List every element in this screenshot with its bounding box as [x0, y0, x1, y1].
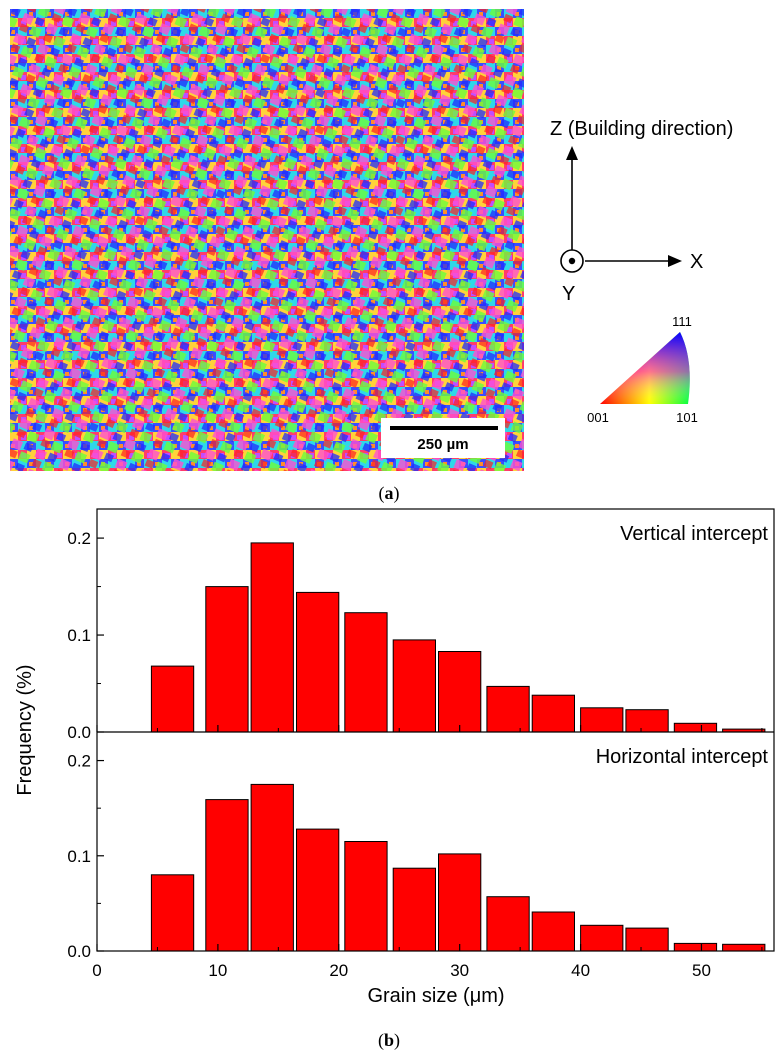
panel-b-letter: b	[384, 1030, 394, 1050]
grain-size-histograms: 0.0 0.1 0.2 0.0 0.1 0.2 0 10 20 30 40 50 Vertical i…	[14, 508, 775, 1007]
top-bar-4	[344, 612, 388, 733]
ticks-layer: 0.0 0.1 0.2 0.0 0.1 0.2 0 10 20 30 40 50	[67, 529, 763, 980]
bottom-bar-6	[438, 853, 482, 952]
top-ytick-label-2: 0.2	[67, 529, 91, 548]
z-axis-label: Z (Building direction)	[550, 118, 733, 140]
top-bar-7	[486, 685, 530, 733]
bottom-bar-9	[580, 924, 624, 952]
bottom-bar-3	[296, 828, 340, 952]
bottom-ytick-label-0: 0.0	[67, 942, 91, 961]
bottom-bar-5	[392, 867, 437, 952]
top-panel-title: Vertical intercept	[620, 523, 768, 545]
y-axis-dot-icon	[568, 257, 576, 265]
top-bar-10	[625, 709, 669, 733]
top-bar-3	[296, 591, 340, 733]
y-axis-label: Y	[562, 283, 575, 305]
x-axis-label: X	[690, 251, 703, 273]
top-ytick-label-1: 0.1	[67, 626, 91, 645]
top-bar-9	[580, 707, 624, 733]
xtick-label-2: 20	[329, 961, 348, 980]
ipf-label-101: 101	[676, 410, 698, 425]
bottom-bar-1	[205, 799, 249, 952]
top-bar-0	[150, 665, 195, 733]
xtick-label-4: 40	[571, 961, 590, 980]
top-bar-1	[205, 586, 249, 733]
grain-map-overlay	[10, 9, 524, 471]
ipf-triangle-overlay	[600, 332, 690, 404]
panel-b-caption: (b)	[378, 1030, 400, 1051]
bottom-bar-10	[625, 927, 669, 952]
bottom-bar-11	[673, 942, 718, 952]
bottom-ytick-label-2: 0.2	[67, 752, 91, 771]
top-ytick-label-0: 0.0	[67, 723, 91, 742]
ipf-label-001: 001	[587, 410, 609, 425]
xtick-label-0: 0	[92, 961, 101, 980]
bottom-bar-7	[486, 896, 530, 952]
x-axis-title: Grain size (μm)	[367, 985, 504, 1007]
bottom-bar-2	[250, 783, 294, 952]
scale-bar-label: 250 µm	[417, 436, 468, 453]
x-axis-arrow-icon	[668, 255, 682, 267]
scale-bar-line	[390, 426, 498, 430]
top-bar-11	[673, 722, 718, 733]
xtick-label-5: 50	[692, 961, 711, 980]
ipf-color-key: 001 101 111	[587, 314, 698, 425]
top-bar-8	[531, 694, 576, 733]
bottom-bar-8	[531, 911, 576, 952]
bottom-panel-title: Horizontal intercept	[596, 746, 769, 768]
bottom-bar-4	[344, 841, 388, 952]
top-bar-5	[392, 639, 437, 733]
xtick-label-1: 10	[208, 961, 227, 980]
bottom-bar-12	[722, 943, 766, 952]
bars-layer	[150, 542, 766, 952]
bottom-ytick-label-1: 0.1	[67, 847, 91, 866]
ipf-label-111: 111	[672, 314, 692, 329]
bottom-bar-0	[150, 874, 195, 952]
z-axis-arrow-icon	[566, 146, 578, 160]
panel-a-caption: (a)	[379, 483, 400, 504]
coordinate-axes: Z (Building direction) X Y	[550, 118, 733, 305]
ebsd-map: 250 µm	[10, 9, 524, 471]
top-bar-2	[250, 542, 294, 733]
panel-a-letter: a	[385, 483, 394, 503]
y-axis-title: Frequency (%)	[14, 664, 36, 795]
scale-bar: 250 µm	[381, 418, 505, 458]
top-bar-6	[438, 651, 482, 733]
xtick-label-3: 30	[450, 961, 469, 980]
scale-bar-box	[381, 418, 505, 458]
